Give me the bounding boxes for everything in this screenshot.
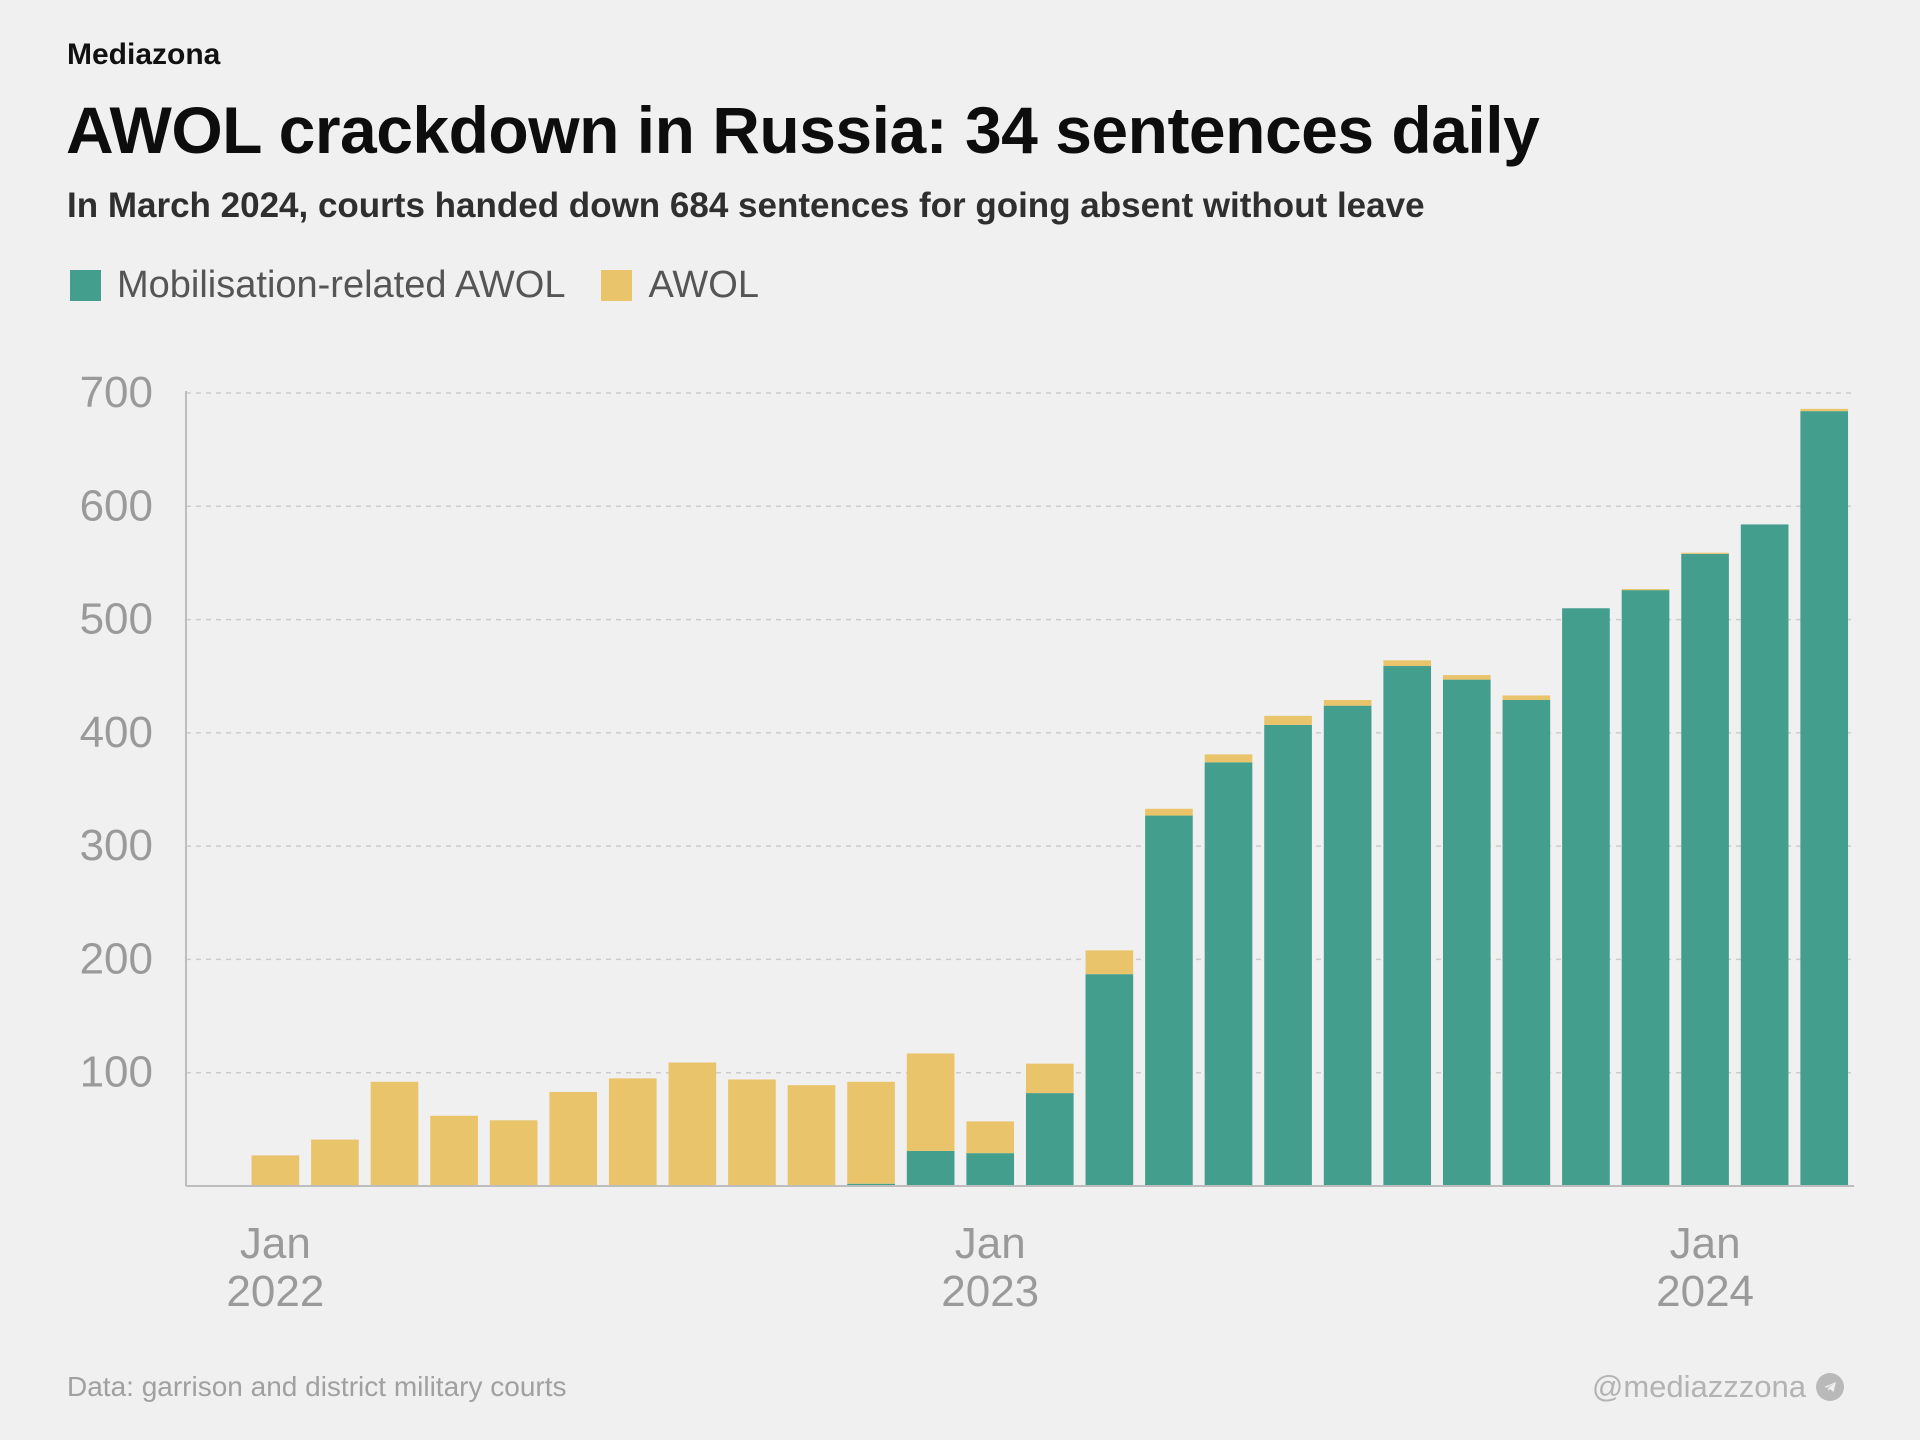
bar-awol-2022-07 [608, 1078, 657, 1186]
legend-item-awol: AWOL [601, 264, 759, 307]
bar-awol-2023-05 [1204, 754, 1253, 763]
chart-subtitle: In March 2024, courts handed down 684 se… [67, 186, 1425, 225]
y-tick-label-300: 300 [80, 821, 153, 870]
x-tick-month-2024: Jan [1670, 1219, 1741, 1268]
y-tick-label-200: 200 [80, 934, 153, 983]
bar-awol-2022-06 [549, 1091, 598, 1186]
bar-awol-2022-09 [728, 1079, 776, 1186]
bar-awol-2022-10 [787, 1085, 836, 1186]
bar-mobilisation-2023-02 [1025, 1093, 1074, 1186]
bar-awol-2023-06 [1264, 715, 1312, 725]
bar-awol-2024-03 [1800, 408, 1849, 412]
bar-mobilisation-2022-12 [906, 1150, 955, 1186]
x-tick-year-2024: 2024 [1656, 1267, 1754, 1316]
x-tick-month-2023: Jan [955, 1219, 1026, 1268]
bar-mobilisation-2023-12 [1621, 590, 1670, 1186]
bar-mobilisation-2024-03 [1800, 411, 1849, 1186]
bar-awol-2022-11 [847, 1081, 895, 1184]
bar-mobilisation-2023-10 [1502, 700, 1551, 1186]
legend-label-awol: AWOL [648, 264, 759, 306]
bar-awol-2023-01 [966, 1121, 1015, 1154]
bar-mobilisation-2024-01 [1681, 553, 1729, 1186]
bar-awol-2023-03 [1085, 950, 1134, 975]
bar-awol-2023-02 [1025, 1063, 1074, 1094]
bar-mobilisation-2023-11 [1562, 608, 1610, 1186]
bar-mobilisation-2023-08 [1383, 666, 1432, 1186]
telegram-icon [1816, 1373, 1844, 1401]
bar-awol-2023-10 [1502, 695, 1551, 701]
bar-mobilisation-2023-06 [1264, 724, 1312, 1186]
bar-awol-2023-04 [1145, 808, 1193, 816]
y-tick-label-500: 500 [80, 595, 153, 644]
bar-mobilisation-2023-01 [966, 1153, 1015, 1186]
source-note: Data: garrison and district military cou… [67, 1371, 567, 1402]
bar-awol-2022-01 [251, 1155, 300, 1186]
bar-mobilisation-2023-03 [1085, 974, 1134, 1186]
chart-legend: Mobilisation-related AWOL AWOL [70, 264, 795, 307]
x-tick-month-2022: Jan [240, 1219, 311, 1268]
bar-awol-2022-03 [370, 1081, 419, 1186]
bar-awol-2022-08 [668, 1062, 717, 1186]
stacked-bar-chart: 100200300400500600700Jan2022Jan2023Jan20… [80, 368, 1854, 1316]
legend-item-mobilisation: Mobilisation-related AWOL [70, 264, 565, 307]
bar-awol-2023-08 [1383, 660, 1432, 667]
bar-awol-2022-05 [489, 1120, 538, 1186]
bar-awol-2023-12 [1621, 588, 1670, 591]
x-tick-year-2023: 2023 [941, 1267, 1039, 1316]
y-tick-label-100: 100 [80, 1048, 153, 1097]
bar-awol-2022-04 [430, 1115, 478, 1186]
brand-name: Mediazona [67, 38, 221, 71]
y-tick-label-400: 400 [80, 708, 153, 757]
legend-swatch-awol [601, 270, 633, 301]
bar-awol-2022-02 [311, 1139, 359, 1186]
bar-mobilisation-2022-11 [847, 1183, 895, 1186]
x-tick-year-2022: 2022 [226, 1267, 324, 1316]
y-tick-label-600: 600 [80, 481, 153, 530]
chart-title: AWOL crackdown in Russia: 34 sentences d… [66, 93, 1540, 167]
social-handle[interactable]: @mediazzzona [1592, 1369, 1844, 1405]
bar-mobilisation-2024-02 [1740, 524, 1789, 1186]
y-tick-label-700: 700 [80, 368, 153, 417]
bar-mobilisation-2023-05 [1204, 762, 1253, 1186]
bar-mobilisation-2023-09 [1442, 679, 1491, 1186]
bar-awol-2024-01 [1681, 552, 1729, 554]
legend-swatch-mobilisation [70, 270, 101, 301]
legend-label-mobilisation: Mobilisation-related AWOL [117, 264, 566, 306]
bar-mobilisation-2023-07 [1323, 705, 1372, 1186]
bar-awol-2023-09 [1442, 675, 1491, 680]
bar-mobilisation-2023-04 [1145, 815, 1193, 1186]
handle-text: @mediazzzona [1591, 1369, 1806, 1404]
bar-awol-2023-07 [1323, 700, 1372, 706]
bar-awol-2022-12 [906, 1053, 955, 1151]
